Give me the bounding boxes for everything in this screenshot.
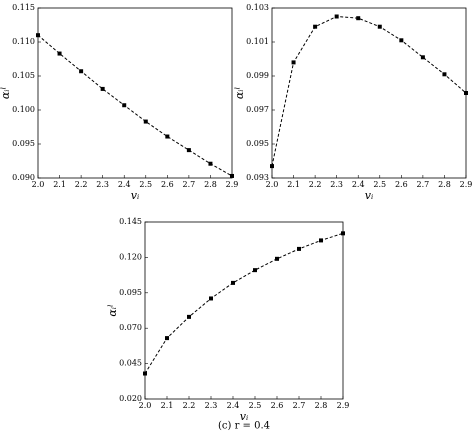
data-point (230, 173, 234, 178)
x-tick-label: 2.9 (460, 180, 473, 189)
x-axis-label: vᵢ (365, 189, 373, 202)
data-point (209, 296, 213, 301)
data-point (270, 164, 274, 169)
data-point (341, 231, 345, 236)
y-tick-label: 0.070 (119, 323, 142, 332)
data-point (122, 103, 127, 108)
data-point (377, 24, 382, 29)
x-tick-label: 2.6 (395, 180, 408, 189)
y-tick-label: 0.103 (246, 3, 269, 12)
x-tick-label: 2.2 (183, 401, 196, 410)
data-point (356, 16, 361, 21)
y-tick-label: 0.099 (246, 71, 269, 80)
data-point (208, 161, 213, 166)
data-point (399, 38, 404, 43)
x-tick-label: 2.1 (287, 180, 300, 189)
caption: (c) r = 0.4 (218, 421, 270, 432)
data-point (442, 72, 447, 77)
x-tick-label: 2.0 (266, 180, 279, 189)
y-tick-label: 0.101 (246, 37, 269, 46)
x-tick-label: 2.9 (337, 401, 350, 410)
x-tick-label: 2.5 (249, 401, 262, 410)
x-tick-label: 2.4 (352, 180, 365, 189)
y-tick-label: 0.145 (119, 217, 142, 226)
plot-frame (37, 7, 233, 179)
data-point (143, 119, 148, 124)
plot-frame (271, 7, 467, 179)
x-tick-label: 2.8 (204, 180, 217, 189)
x-tick-label: 2.9 (226, 180, 239, 189)
x-tick-label: 2.2 (309, 180, 322, 189)
x-tick-label: 2.4 (118, 180, 131, 189)
data-point (297, 246, 301, 251)
plot-frame (144, 221, 344, 400)
y-tick-label: 0.095 (246, 139, 269, 148)
x-tick-label: 2.7 (417, 180, 430, 189)
y-tick-label: 0.045 (119, 359, 142, 368)
x-tick-label: 2.5 (373, 180, 386, 189)
y-tick-label: 0.110 (12, 37, 35, 46)
data-point (57, 51, 62, 56)
x-tick-label: 2.1 (53, 180, 66, 189)
x-tick-label: 2.3 (205, 401, 218, 410)
data-point (165, 134, 170, 139)
data-line (271, 15, 467, 167)
x-tick-label: 2.7 (293, 401, 306, 410)
y-axis-label: αᵢˡ (233, 87, 246, 99)
y-tick-label: 0.115 (12, 3, 35, 12)
data-line (37, 34, 233, 177)
x-tick-label: 2.0 (32, 180, 45, 189)
data-point (36, 33, 40, 38)
data-point (231, 280, 235, 285)
x-tick-label: 2.4 (227, 401, 240, 410)
data-point (187, 314, 191, 319)
data-line (144, 232, 344, 374)
x-tick-label: 2.1 (161, 401, 174, 410)
data-point (291, 60, 296, 65)
y-tick-label: 0.093 (246, 173, 269, 182)
x-tick-label: 2.7 (183, 180, 196, 189)
y-axis-label: αᵢˡ (106, 304, 119, 316)
y-tick-label: 0.095 (12, 139, 35, 148)
x-tick-label: 2.8 (315, 401, 328, 410)
data-point (143, 371, 147, 376)
data-point (186, 148, 191, 153)
y-tick-label: 0.095 (119, 288, 142, 297)
x-axis-label: vᵢ (240, 410, 248, 423)
y-tick-label: 0.105 (12, 71, 35, 80)
data-point (464, 91, 468, 95)
data-point (334, 14, 339, 19)
y-tick-label: 0.020 (119, 394, 142, 403)
x-tick-label: 2.3 (96, 180, 109, 189)
data-point (319, 238, 323, 243)
y-axis-label: αᵢˡ (0, 87, 12, 99)
x-tick-label: 2.6 (161, 180, 174, 189)
x-tick-label: 2.3 (330, 180, 343, 189)
y-tick-label: 0.090 (12, 173, 35, 182)
y-tick-label: 0.097 (246, 105, 269, 114)
x-tick-label: 2.5 (139, 180, 152, 189)
data-point (165, 336, 169, 341)
y-tick-label: 0.100 (12, 105, 35, 114)
x-axis-label: vᵢ (131, 189, 139, 202)
data-point (313, 24, 318, 29)
x-tick-label: 2.2 (75, 180, 88, 189)
data-point (100, 86, 105, 91)
x-tick-label: 2.0 (139, 401, 152, 410)
data-point (275, 256, 279, 261)
data-point (253, 268, 257, 273)
y-tick-label: 0.120 (119, 252, 142, 261)
data-point (79, 69, 84, 74)
x-tick-label: 2.6 (271, 401, 284, 410)
x-tick-label: 2.8 (438, 180, 451, 189)
data-point (420, 55, 425, 60)
